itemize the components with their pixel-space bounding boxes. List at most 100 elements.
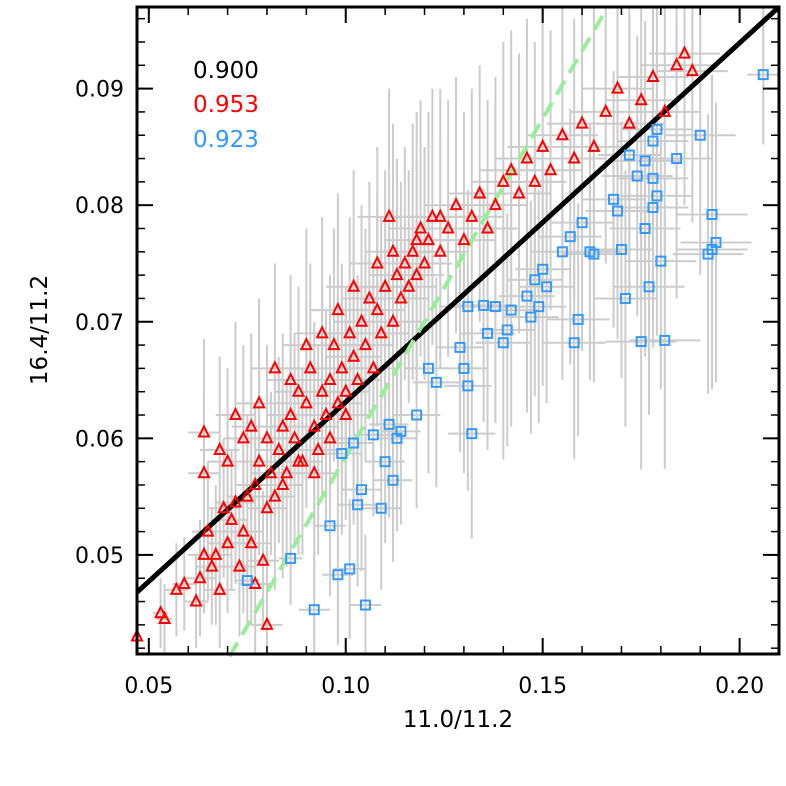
triangle-point [209, 546, 223, 560]
triangle-point [307, 418, 321, 432]
triangle-point [685, 62, 699, 77]
triangle-point [291, 453, 306, 467]
triangle-point [350, 371, 365, 386]
triangle-point [205, 558, 219, 572]
triangle-point [232, 558, 247, 572]
triangle-point [386, 313, 400, 327]
triangle-point [378, 278, 392, 292]
square-point [422, 362, 434, 374]
triangle-point [248, 476, 262, 490]
square-point [383, 418, 395, 430]
triangle-point [457, 231, 471, 246]
square-point [608, 193, 620, 205]
triangle-point [386, 243, 400, 257]
triangle-point [394, 290, 408, 304]
square-point [525, 311, 537, 323]
square-point [568, 337, 580, 349]
square-point [379, 456, 391, 468]
triangle-point [193, 569, 207, 584]
square-point [462, 301, 474, 313]
square-point [285, 552, 297, 564]
square-point [639, 222, 651, 234]
triangle-point [264, 465, 278, 479]
triangle-point [382, 208, 396, 222]
square-point [612, 205, 624, 217]
square-point [651, 190, 663, 202]
square-point [651, 123, 663, 135]
triangle-point [343, 325, 357, 339]
triangle-point [417, 255, 432, 269]
square-point [639, 155, 651, 167]
triangle-point [299, 336, 313, 351]
triangle-point [268, 488, 282, 502]
y-tick-label: 0.07 [75, 311, 124, 336]
triangle-point [677, 45, 692, 59]
triangle-point [520, 150, 534, 164]
triangle-point [252, 453, 266, 467]
square-point [430, 376, 442, 388]
triangle-point [311, 441, 325, 455]
triangle-point [244, 418, 258, 432]
x-tick-label: 0.20 [715, 674, 764, 699]
square-point [359, 599, 371, 611]
triangle-point [567, 150, 581, 164]
error-bars-layer [136, 7, 779, 654]
triangle-point [323, 430, 337, 444]
triangle-point [610, 80, 625, 94]
triangle-point [402, 278, 416, 292]
triangle-point [433, 243, 447, 257]
triangle-point [504, 161, 518, 176]
square-point [344, 563, 356, 575]
triangle-point [331, 301, 345, 316]
square-point [706, 209, 718, 221]
triangle-point [260, 616, 274, 630]
square-point [541, 281, 553, 293]
x-tick-label: 0.05 [124, 674, 173, 699]
triangle-point [236, 523, 250, 537]
triangle-point [244, 535, 258, 549]
triangle-point [213, 441, 227, 455]
triangle-point [283, 406, 298, 421]
triangle-point [323, 371, 337, 386]
triangle-point [480, 220, 495, 234]
square-point [482, 327, 494, 339]
square-point [564, 231, 576, 243]
triangle-point [240, 488, 254, 502]
triangle-point [335, 360, 349, 374]
square-point [659, 334, 671, 346]
y-tick-label: 0.08 [75, 194, 124, 219]
triangle-point [390, 266, 404, 281]
triangle-point [260, 500, 274, 514]
square-point [348, 437, 360, 449]
triangle-point [276, 418, 290, 432]
square-point [458, 362, 470, 374]
triangle-point [366, 360, 380, 374]
triangle-point [370, 255, 384, 269]
triangle-point [220, 453, 235, 467]
triangle-point [622, 115, 636, 129]
square-point [521, 290, 533, 302]
square-point [647, 172, 659, 184]
x-axis-label: 11.0/11.2 [403, 707, 513, 733]
triangle-point [413, 220, 428, 234]
square-point [671, 153, 683, 165]
triangle-point [362, 290, 376, 304]
triangle-point [299, 395, 313, 409]
triangle-point [228, 406, 243, 421]
square-point [647, 135, 659, 147]
square-point [411, 409, 423, 421]
square-point [462, 380, 474, 392]
triangle-point [327, 336, 341, 351]
triangle-point [347, 278, 361, 292]
square-point [529, 274, 541, 286]
triangle-point [272, 441, 286, 455]
square-point [694, 129, 706, 141]
square-point [375, 502, 387, 514]
triangle-point [177, 575, 191, 590]
triangle-point [217, 500, 231, 514]
square-point [556, 246, 568, 258]
triangle-point [433, 208, 447, 222]
triangle-point [339, 383, 353, 397]
square-point [643, 281, 655, 293]
square-point [336, 447, 348, 459]
